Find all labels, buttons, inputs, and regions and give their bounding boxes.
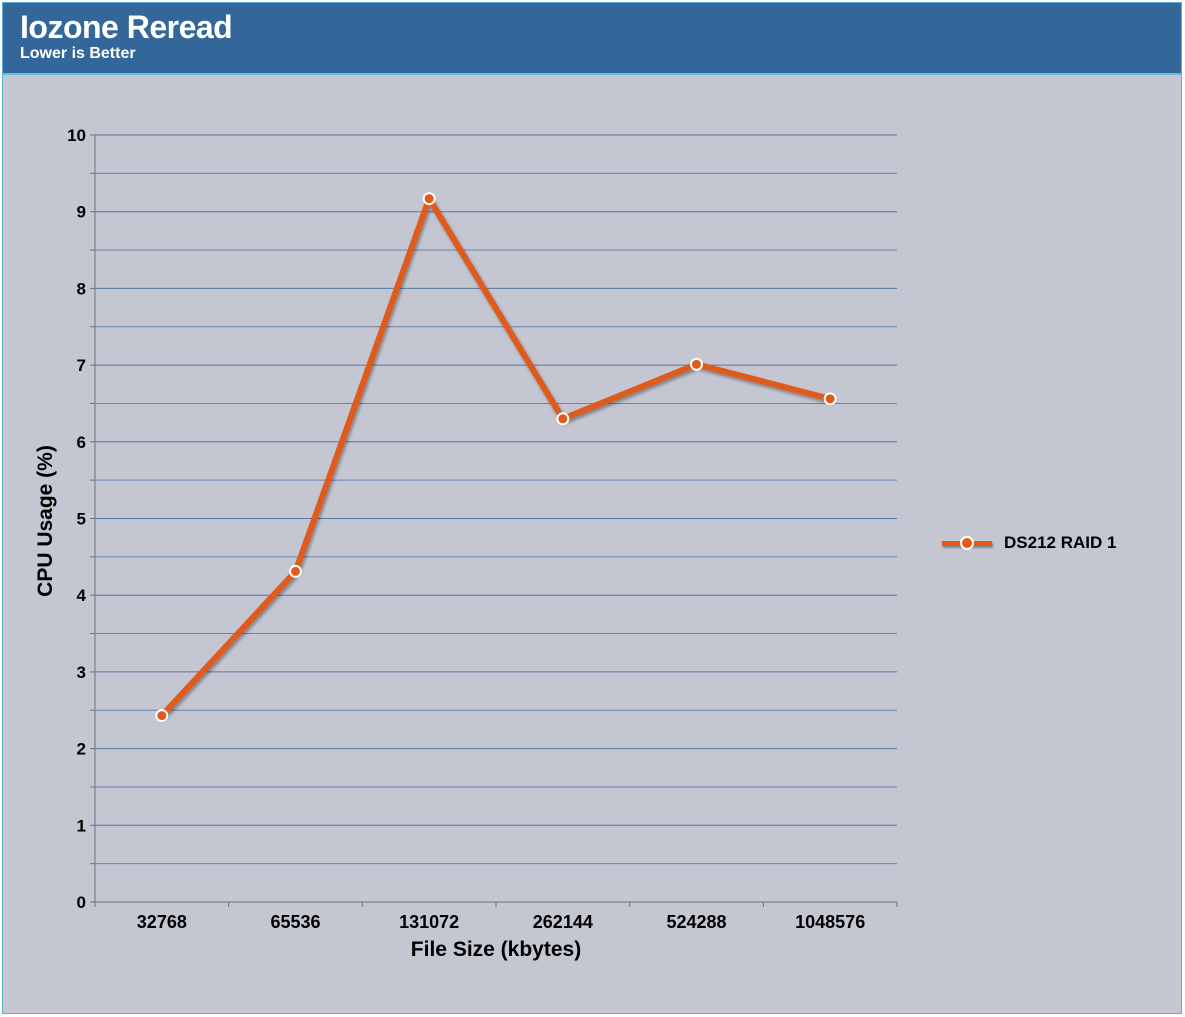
x-tick-label: 131072 <box>399 912 459 932</box>
data-point <box>422 192 436 206</box>
series-layer <box>155 192 837 723</box>
x-tick-label: 65536 <box>270 912 320 932</box>
legend-marker <box>960 536 974 550</box>
x-tick-labels: 32768 65536 131072 262144 524288 1048576 <box>137 912 865 932</box>
y-tick-label: 4 <box>77 586 87 605</box>
gridlines <box>95 134 897 865</box>
legend: DS212 RAID 1 <box>942 530 1116 556</box>
y-tick-label: 6 <box>77 433 86 452</box>
y-tick-label: 7 <box>77 356 86 375</box>
y-tick-label: 5 <box>77 510 86 529</box>
data-point <box>556 412 570 426</box>
x-tick-label: 524288 <box>666 912 726 932</box>
chart-header: Iozone Reread Lower is Better <box>3 3 1181 75</box>
data-point <box>289 564 302 578</box>
x-tick-label: 262144 <box>533 912 593 932</box>
chart-title: Iozone Reread <box>20 9 233 45</box>
axes <box>90 134 898 907</box>
y-tick-label: 10 <box>67 126 86 145</box>
data-point <box>823 392 837 406</box>
legend-label: DS212 RAID 1 <box>1004 533 1117 552</box>
series-line <box>158 195 834 719</box>
chart-subtitle: Lower is Better <box>20 45 136 62</box>
y-tick-label: 8 <box>77 279 86 298</box>
x-tick-label: 1048576 <box>795 912 865 932</box>
x-axis-label: File Size (kbytes) <box>410 938 582 961</box>
x-tick-label: 32768 <box>137 912 187 932</box>
y-tick-label: 9 <box>77 203 86 222</box>
y-axis-label: CPU Usage (%) <box>34 445 57 597</box>
legend-line-swatch <box>942 530 992 556</box>
y-tick-label: 1 <box>77 816 86 835</box>
y-tick-label: 0 <box>77 893 86 912</box>
data-point <box>155 709 169 723</box>
y-tick-label: 3 <box>77 663 86 682</box>
y-tick-label: 2 <box>77 740 86 759</box>
data-point <box>690 357 703 371</box>
y-tick-labels: 0 1 2 3 4 5 6 7 8 9 10 <box>67 126 86 912</box>
